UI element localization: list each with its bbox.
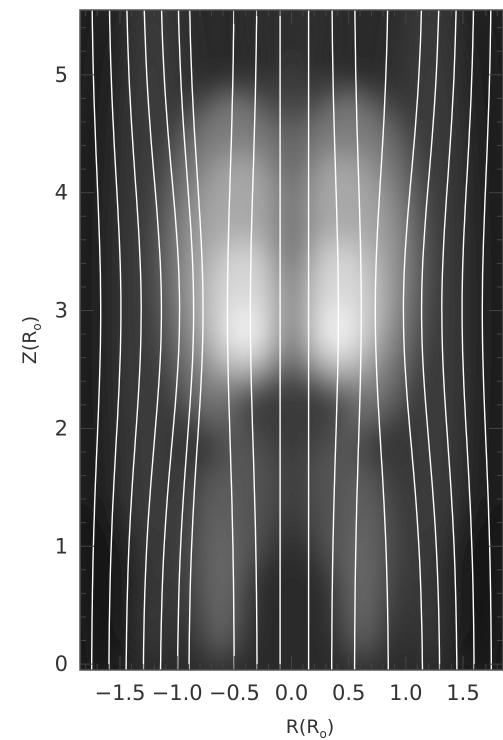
x-tick-label: −0.5 (209, 681, 260, 705)
field-line-12 (353, 10, 362, 670)
dark-corner-right (445, 499, 503, 670)
field-line-1 (108, 10, 122, 670)
central-spike (283, 404, 300, 547)
field-line-3 (142, 10, 163, 670)
x-tick-label: 1.0 (389, 681, 422, 705)
field-line-18 (481, 10, 492, 670)
hotspot-left (232, 307, 260, 350)
x-tick-label: 0.0 (275, 681, 308, 705)
x-axis-title: R(Ro) (286, 716, 335, 740)
field-lines (90, 10, 492, 670)
x-tick-label: −1.5 (95, 681, 146, 705)
wing-inner-left (209, 239, 278, 370)
field-line-15 (420, 10, 441, 670)
y-tick-label: 4 (55, 181, 68, 205)
y-tick-label: 3 (55, 299, 68, 323)
x-axis-tick-labels: −1.5 −1.0 −0.5 0.0 0.5 1.0 1.5 (95, 681, 480, 705)
x-axis-ticks (85, 10, 498, 670)
hotspot-right (323, 307, 351, 350)
field-line-8 (249, 10, 258, 670)
field-line-16 (441, 10, 458, 670)
field-line-0 (90, 10, 102, 670)
field-line-4 (159, 10, 181, 670)
field-line-7 (226, 10, 235, 670)
y-axis-ticks (80, 27, 503, 665)
x-tick-label: 1.5 (446, 681, 479, 705)
field-line-6 (188, 10, 204, 670)
x-tick-label: −1.0 (152, 681, 203, 705)
field-line-14 (402, 10, 424, 670)
field-line-17 (461, 10, 475, 670)
y-axis-tick-labels: 0 1 2 3 4 5 (55, 63, 68, 676)
dark-corner-left (80, 499, 138, 670)
y-axis-title: Z(Ro) (19, 316, 44, 364)
field-line-13 (374, 10, 389, 670)
field-line-2 (125, 10, 142, 670)
y-tick-label: 1 (55, 534, 68, 558)
central-lane (277, 63, 306, 441)
plot-area (80, 10, 503, 670)
wing-inner-right (305, 239, 374, 370)
field-line-11 (331, 10, 340, 670)
y-tick-label: 2 (55, 416, 68, 440)
top-cap (251, 10, 332, 87)
y-tick-label: 5 (55, 63, 68, 87)
y-tick-label: 0 (55, 652, 68, 676)
field-line-5 (176, 10, 195, 670)
x-tick-label: 0.5 (332, 681, 365, 705)
